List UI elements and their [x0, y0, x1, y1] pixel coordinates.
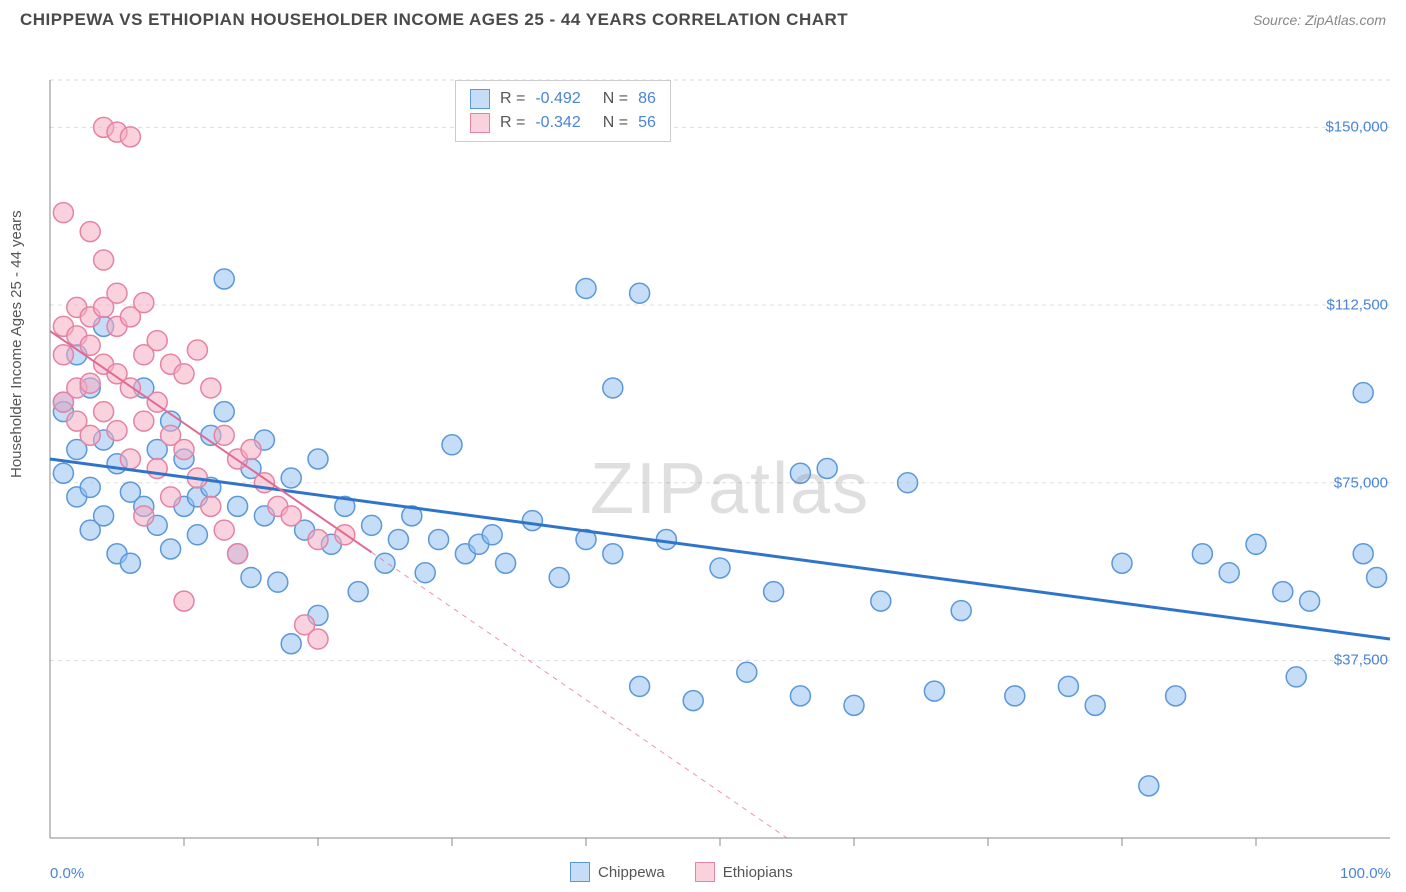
stat-value-r: -0.492: [535, 90, 580, 108]
swatch-icon: [570, 862, 590, 882]
correlation-chart: [0, 38, 1406, 888]
y-tick-label: $75,000: [1334, 474, 1388, 491]
stat-value-n: 56: [638, 114, 656, 132]
stats-legend: R = -0.492 N = 86 R = -0.342 N = 56: [455, 80, 671, 142]
x-tick-label: 0.0%: [50, 865, 84, 882]
stat-label: R =: [500, 114, 525, 132]
chart-container: Householder Income Ages 25 - 44 years $3…: [0, 38, 1406, 888]
source-attribution: Source: ZipAtlas.com: [1253, 12, 1386, 28]
stats-row-ethiopians: R = -0.342 N = 56: [470, 111, 656, 135]
legend-label: Chippewa: [598, 864, 665, 881]
legend-item-ethiopians: Ethiopians: [695, 862, 793, 882]
y-tick-label: $112,500: [1327, 297, 1388, 314]
legend-label: Ethiopians: [723, 864, 793, 881]
swatch-icon: [470, 89, 490, 109]
y-tick-label: $37,500: [1334, 652, 1388, 669]
x-tick-label: 100.0%: [1340, 865, 1391, 882]
stat-value-r: -0.342: [535, 114, 580, 132]
stat-label: N =: [603, 114, 628, 132]
y-axis-label: Householder Income Ages 25 - 44 years: [8, 210, 25, 478]
swatch-icon: [470, 113, 490, 133]
chart-title: CHIPPEWA VS ETHIOPIAN HOUSEHOLDER INCOME…: [20, 10, 848, 30]
y-tick-label: $150,000: [1325, 119, 1388, 136]
stat-label: N =: [603, 90, 628, 108]
stats-row-chippewa: R = -0.492 N = 86: [470, 87, 656, 111]
swatch-icon: [695, 862, 715, 882]
legend-item-chippewa: Chippewa: [570, 862, 665, 882]
legend: Chippewa Ethiopians: [570, 862, 793, 882]
stat-value-n: 86: [638, 90, 656, 108]
stat-label: R =: [500, 90, 525, 108]
